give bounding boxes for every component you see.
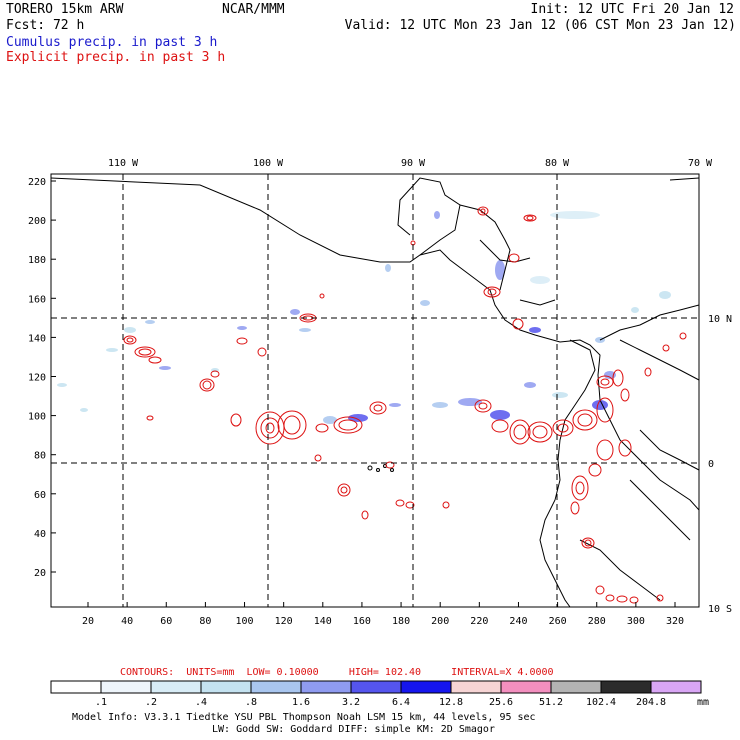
lon-label-70w: 70 W bbox=[688, 158, 713, 169]
contours-units: UNITS=mm bbox=[186, 667, 235, 678]
y-tick-label-140: 140 bbox=[28, 333, 46, 344]
x-tick-label-200: 200 bbox=[431, 616, 449, 627]
y-axis-ticks bbox=[51, 180, 56, 573]
contours-interval: INTERVAL=X 4.0000 bbox=[451, 667, 554, 678]
x-tick-label-140: 140 bbox=[314, 616, 332, 627]
field-label-cumulus: Cumulus precip. in past 3 h bbox=[6, 35, 218, 50]
y-tick-label-20: 20 bbox=[34, 568, 46, 579]
colorbar-unit: mm bbox=[697, 697, 709, 708]
colorbar-label-9: 51.2 bbox=[539, 697, 563, 708]
field-label-explicit: Explicit precip. in past 3 h bbox=[6, 50, 226, 65]
x-tick-label-20: 20 bbox=[82, 616, 94, 627]
model-info-line1: Model Info: V3.3.1 Tiedtke YSU PBL Thomp… bbox=[72, 712, 536, 723]
colorbar-label-1: .2 bbox=[145, 697, 157, 708]
contours-low: LOW= 0.10000 bbox=[246, 667, 319, 678]
x-tick-label-40: 40 bbox=[121, 616, 133, 627]
colorbar-swatch-10 bbox=[550, 680, 602, 694]
colorbar-swatch-9 bbox=[500, 680, 552, 694]
init-time: Init: 12 UTC Fri 20 Jan 12 bbox=[530, 2, 735, 17]
y-tick-label-60: 60 bbox=[34, 490, 46, 501]
colorbar-swatch-1 bbox=[100, 680, 152, 694]
lat-label-0: 0 bbox=[708, 459, 714, 470]
x-tick-label-120: 120 bbox=[275, 616, 293, 627]
x-tick-label-100: 100 bbox=[236, 616, 254, 627]
lat-lon-grid bbox=[51, 174, 699, 607]
colorbar-swatch-8 bbox=[450, 680, 502, 694]
colorbar-swatch-7 bbox=[400, 680, 452, 694]
y-tick-label-120: 120 bbox=[28, 373, 46, 384]
lon-label-100w: 100 W bbox=[253, 158, 284, 169]
colorbar: .1.2.4.8 1.6 3.2 6.4 12.8 25.6 51.2 102.4 204.8 … bbox=[50, 680, 709, 708]
colorbar-label-0: .1 bbox=[95, 697, 107, 708]
map-frame bbox=[50, 173, 700, 608]
valid-time: Valid: 12 UTC Mon 23 Jan 12 (06 CST Mon … bbox=[344, 18, 736, 33]
lon-label-80w: 80 W bbox=[545, 158, 570, 169]
lon-label-110w: 110 W bbox=[108, 158, 139, 169]
x-tick-label-60: 60 bbox=[160, 616, 172, 627]
cumulus-precip-areas bbox=[57, 211, 671, 424]
x-tick-label-280: 280 bbox=[588, 616, 606, 627]
organization-label: NCAR/MMM bbox=[222, 2, 285, 17]
x-axis-ticks bbox=[87, 602, 676, 607]
colorbar-swatch-3 bbox=[200, 680, 252, 694]
y-tick-label-40: 40 bbox=[34, 529, 46, 540]
colorbar-label-5: 3.2 bbox=[342, 697, 360, 708]
x-tick-label-320: 320 bbox=[666, 616, 684, 627]
colorbar-swatch-5 bbox=[300, 680, 352, 694]
x-tick-label-240: 240 bbox=[509, 616, 527, 627]
y-tick-label-180: 180 bbox=[28, 255, 46, 266]
colorbar-swatch-4 bbox=[250, 680, 302, 694]
coastlines bbox=[50, 177, 700, 608]
colorbar-label-8: 25.6 bbox=[489, 697, 513, 708]
colorbar-label-6: 6.4 bbox=[392, 697, 410, 708]
precip-map: 110 W 100 W 90 W 80 W 70 W 10 N 0 10 S bbox=[28, 158, 732, 627]
colorbar-label-7: 12.8 bbox=[439, 697, 463, 708]
y-tick-label-160: 160 bbox=[28, 294, 46, 305]
x-axis-labels: 20 40 60 80 100 120 140 160 180 200 220 240 260 280 30… bbox=[82, 616, 684, 627]
colorbar-label-11: 204.8 bbox=[636, 697, 666, 708]
forecast-hour: Fcst: 72 h bbox=[6, 18, 85, 33]
contours-label: CONTOURS: bbox=[120, 667, 175, 678]
y-tick-label-100: 100 bbox=[28, 412, 46, 423]
colorbar-swatch-12 bbox=[650, 680, 702, 694]
y-tick-label-80: 80 bbox=[34, 451, 46, 462]
x-tick-label-220: 220 bbox=[470, 616, 488, 627]
contours-high: HIGH= 102.40 bbox=[348, 667, 422, 678]
lat-label-10n: 10 N bbox=[708, 314, 732, 325]
explicit-precip-contours bbox=[123, 206, 687, 604]
colorbar-swatch-2 bbox=[150, 680, 202, 694]
colorbar-label-10: 102.4 bbox=[586, 697, 616, 708]
colorbar-swatch-0 bbox=[50, 680, 102, 694]
colorbar-label-3: .8 bbox=[245, 697, 257, 708]
colorbar-label-2: .4 bbox=[195, 697, 207, 708]
model-title: TORERO 15km ARW bbox=[6, 2, 124, 17]
y-axis-labels: 220 200 180 160 140 120 100 80 60 40 20 bbox=[28, 177, 46, 579]
x-tick-label-180: 180 bbox=[392, 616, 410, 627]
x-tick-label-260: 260 bbox=[549, 616, 567, 627]
x-tick-label-160: 160 bbox=[353, 616, 371, 627]
y-tick-label-220: 220 bbox=[28, 177, 46, 188]
model-info-line2: LW: Godd SW: Goddard DIFF: simple KM: 2D… bbox=[212, 724, 495, 735]
contours-info: CONTOURS: UNITS=mm LOW= 0.10000 HIGH= 10… bbox=[120, 667, 554, 678]
lon-label-90w: 90 W bbox=[401, 158, 426, 169]
colorbar-label-4: 1.6 bbox=[292, 697, 310, 708]
x-tick-label-300: 300 bbox=[627, 616, 645, 627]
y-tick-label-200: 200 bbox=[28, 216, 46, 227]
colorbar-swatch-6 bbox=[350, 680, 402, 694]
colorbar-swatch-11 bbox=[600, 680, 652, 694]
x-tick-label-80: 80 bbox=[199, 616, 211, 627]
lat-label-10s: 10 S bbox=[708, 604, 732, 615]
